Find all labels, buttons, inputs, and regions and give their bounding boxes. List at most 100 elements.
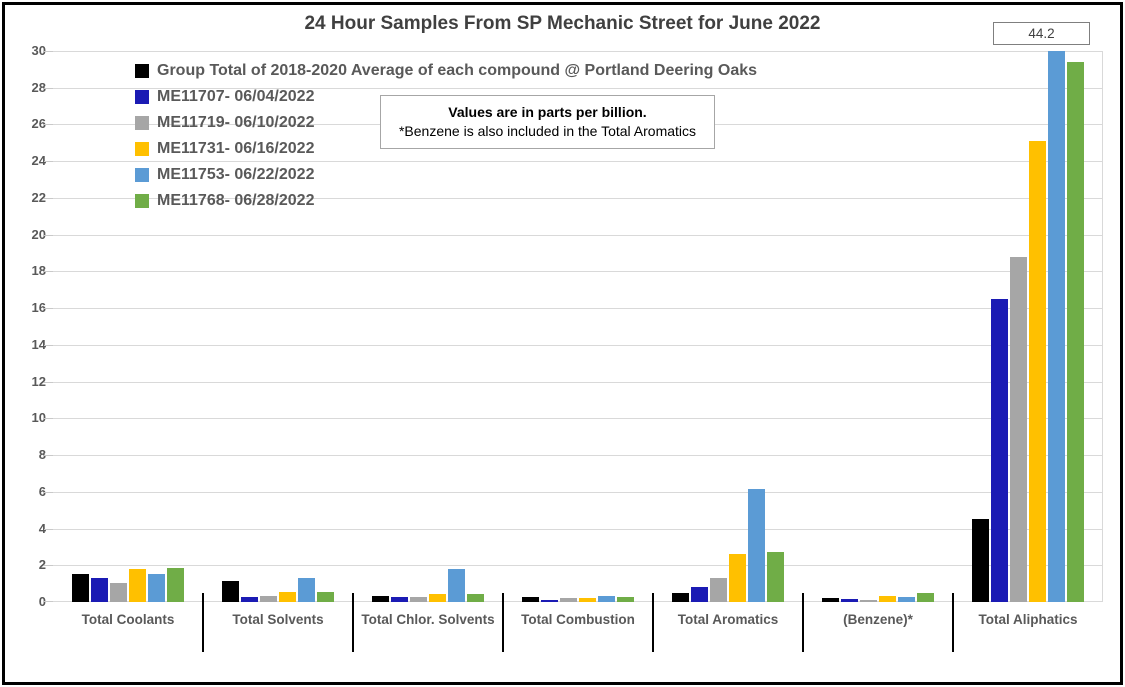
bar xyxy=(560,598,577,602)
bar xyxy=(167,568,184,602)
bar xyxy=(260,595,277,602)
note-line-units: Values are in parts per billion. xyxy=(448,104,647,120)
bar xyxy=(317,591,334,602)
y-axis-label: 16 xyxy=(31,300,46,316)
gridline xyxy=(53,234,1102,236)
legend-swatch-icon xyxy=(135,194,149,208)
bar-group-4 xyxy=(503,51,653,602)
gridline xyxy=(53,528,1102,530)
legend-swatch-icon xyxy=(135,64,149,78)
note-box: Values are in parts per billion. *Benzen… xyxy=(380,95,715,149)
bar xyxy=(410,596,427,602)
gridline xyxy=(53,271,1102,273)
legend-item: Group Total of 2018-2020 Average of each… xyxy=(135,58,757,84)
legend-item: ME11753- 06/22/2022 xyxy=(135,162,757,188)
bar-group-3 xyxy=(353,51,503,602)
bar xyxy=(467,593,484,602)
bar xyxy=(767,551,784,602)
gridline xyxy=(53,455,1102,457)
y-axis-tick xyxy=(44,51,53,52)
bar xyxy=(1010,256,1027,602)
bar xyxy=(879,595,896,602)
bar-group-5 xyxy=(653,51,803,602)
category-label: Total Chlor. Solvents xyxy=(361,612,495,627)
bar xyxy=(298,578,315,602)
y-axis-label: 12 xyxy=(31,373,46,389)
gridline xyxy=(53,565,1102,567)
category-separator xyxy=(652,593,654,652)
bar xyxy=(710,578,727,602)
y-axis-label: 0 xyxy=(38,594,46,609)
bar xyxy=(617,597,634,602)
legend-label: ME11707- 06/04/2022 xyxy=(157,88,315,105)
bar xyxy=(391,596,408,602)
bar xyxy=(841,599,858,602)
y-axis-tick xyxy=(44,455,53,457)
legend-label: ME11768- 06/28/2022 xyxy=(157,192,315,209)
y-axis-tick xyxy=(44,344,53,346)
legend: Group Total of 2018-2020 Average of each… xyxy=(135,58,757,214)
y-axis-label: 18 xyxy=(31,263,46,279)
y-axis-label: 4 xyxy=(38,520,46,536)
legend-swatch-icon xyxy=(135,116,149,130)
legend-item: ME11719- 06/10/2022 xyxy=(135,110,757,136)
y-axis-tick xyxy=(44,161,53,163)
category-separator xyxy=(952,593,954,652)
y-axis-label: 22 xyxy=(31,189,46,205)
y-axis-tick xyxy=(44,491,53,493)
bar xyxy=(748,489,765,602)
y-axis-label: 24 xyxy=(31,153,46,169)
legend-label: ME11719- 06/10/2022 xyxy=(157,114,315,131)
gridline xyxy=(53,308,1102,310)
gridline xyxy=(53,381,1102,383)
y-axis-label: 8 xyxy=(38,447,46,463)
y-axis-label: 30 xyxy=(31,43,46,58)
gridline xyxy=(53,51,1102,52)
bar xyxy=(579,598,596,602)
y-axis-label: 20 xyxy=(31,226,46,242)
bar xyxy=(110,582,127,602)
clipped-bar-value-label: 44.2 xyxy=(993,22,1090,45)
category-separator xyxy=(202,593,204,652)
y-axis-tick xyxy=(44,234,53,236)
bar xyxy=(279,591,296,602)
category-separator xyxy=(502,593,504,652)
bar-group-6 xyxy=(803,51,953,602)
bar-group-2 xyxy=(203,51,353,602)
bar xyxy=(372,595,389,602)
y-axis-tick xyxy=(44,565,53,567)
y-axis-tick xyxy=(44,601,53,602)
y-axis-label: 6 xyxy=(38,483,46,499)
legend-item: ME11707- 06/04/2022 xyxy=(135,84,757,110)
gridline xyxy=(53,601,1102,602)
y-axis-label: 2 xyxy=(38,557,46,573)
bar xyxy=(822,598,839,602)
bar xyxy=(729,554,746,602)
bar xyxy=(1067,62,1084,602)
plot-area xyxy=(44,51,1103,602)
bar xyxy=(222,580,239,602)
category-separator xyxy=(352,593,354,652)
bar xyxy=(448,568,465,602)
bar xyxy=(691,587,708,602)
y-axis-tick xyxy=(44,124,53,126)
bar xyxy=(72,574,89,602)
gridline xyxy=(53,344,1102,346)
legend-item: ME11768- 06/28/2022 xyxy=(135,188,757,214)
category-label: Total Aliphatics xyxy=(978,612,1078,627)
bar xyxy=(148,574,165,602)
gridline xyxy=(53,197,1102,199)
bar xyxy=(672,592,689,602)
bar xyxy=(129,568,146,602)
legend-swatch-icon xyxy=(135,142,149,156)
category-label: Total Coolants xyxy=(81,612,175,627)
legend-swatch-icon xyxy=(135,168,149,182)
y-axis-tick xyxy=(44,528,53,530)
note-line-benzene: *Benzene is also included in the Total A… xyxy=(398,123,697,139)
gridline xyxy=(53,491,1102,493)
bar xyxy=(991,298,1008,602)
y-axis-tick xyxy=(44,381,53,383)
gridline xyxy=(53,161,1102,163)
chart-title: 24 Hour Samples From SP Mechanic Street … xyxy=(304,13,821,34)
legend-item: ME11731- 06/16/2022 xyxy=(135,136,757,162)
